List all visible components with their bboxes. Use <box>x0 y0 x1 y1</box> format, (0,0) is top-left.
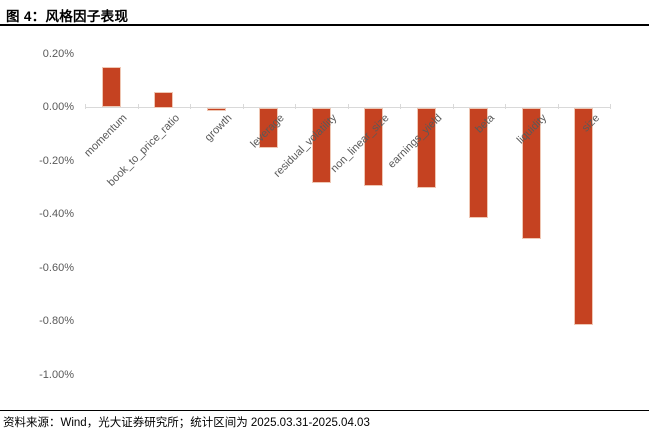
bar-growth <box>206 108 226 111</box>
footer-rule <box>0 410 649 412</box>
bar-earnings_yield <box>416 108 436 189</box>
title-underline <box>0 24 649 26</box>
bar-leverage <box>259 108 279 149</box>
y-axis-label: -0.40% <box>39 208 74 220</box>
y-axis-label: 0.00% <box>42 101 74 113</box>
source-note: 资料来源：Wind，光大证券研究所；统计区间为 2025.03.31-2025.… <box>3 417 370 429</box>
y-axis-label: -0.20% <box>39 154 74 167</box>
y-axis-label: -0.80% <box>39 315 74 327</box>
axis-tick <box>348 104 349 109</box>
axis-tick <box>85 104 86 109</box>
axis-tick <box>400 104 401 109</box>
axis-tick <box>558 104 559 109</box>
y-axis-label: -0.60% <box>39 261 74 274</box>
bar-size <box>574 108 594 325</box>
bar-momentum <box>101 67 121 108</box>
bar-non_linear_size <box>364 108 384 186</box>
category-label-growth: growth <box>202 112 235 144</box>
axis-tick <box>610 104 611 109</box>
category-label-momentum: momentum <box>81 112 130 160</box>
bar-residual_volatility <box>311 108 331 183</box>
y-axis-label: -1.00% <box>39 368 74 381</box>
bar-beta <box>469 108 489 218</box>
x-axis-line <box>85 107 610 109</box>
axis-tick <box>453 104 454 109</box>
bar-book_to_price_ratio <box>154 91 174 108</box>
y-axis-label: 0.20% <box>42 47 74 60</box>
axis-tick <box>138 104 139 109</box>
axis-tick <box>505 104 506 109</box>
figure-title: 图 4：风格因子表现 <box>6 9 129 24</box>
axis-tick <box>243 104 244 109</box>
bar-liquidity <box>521 108 541 240</box>
axis-tick <box>190 104 191 109</box>
axis-tick <box>295 104 296 109</box>
